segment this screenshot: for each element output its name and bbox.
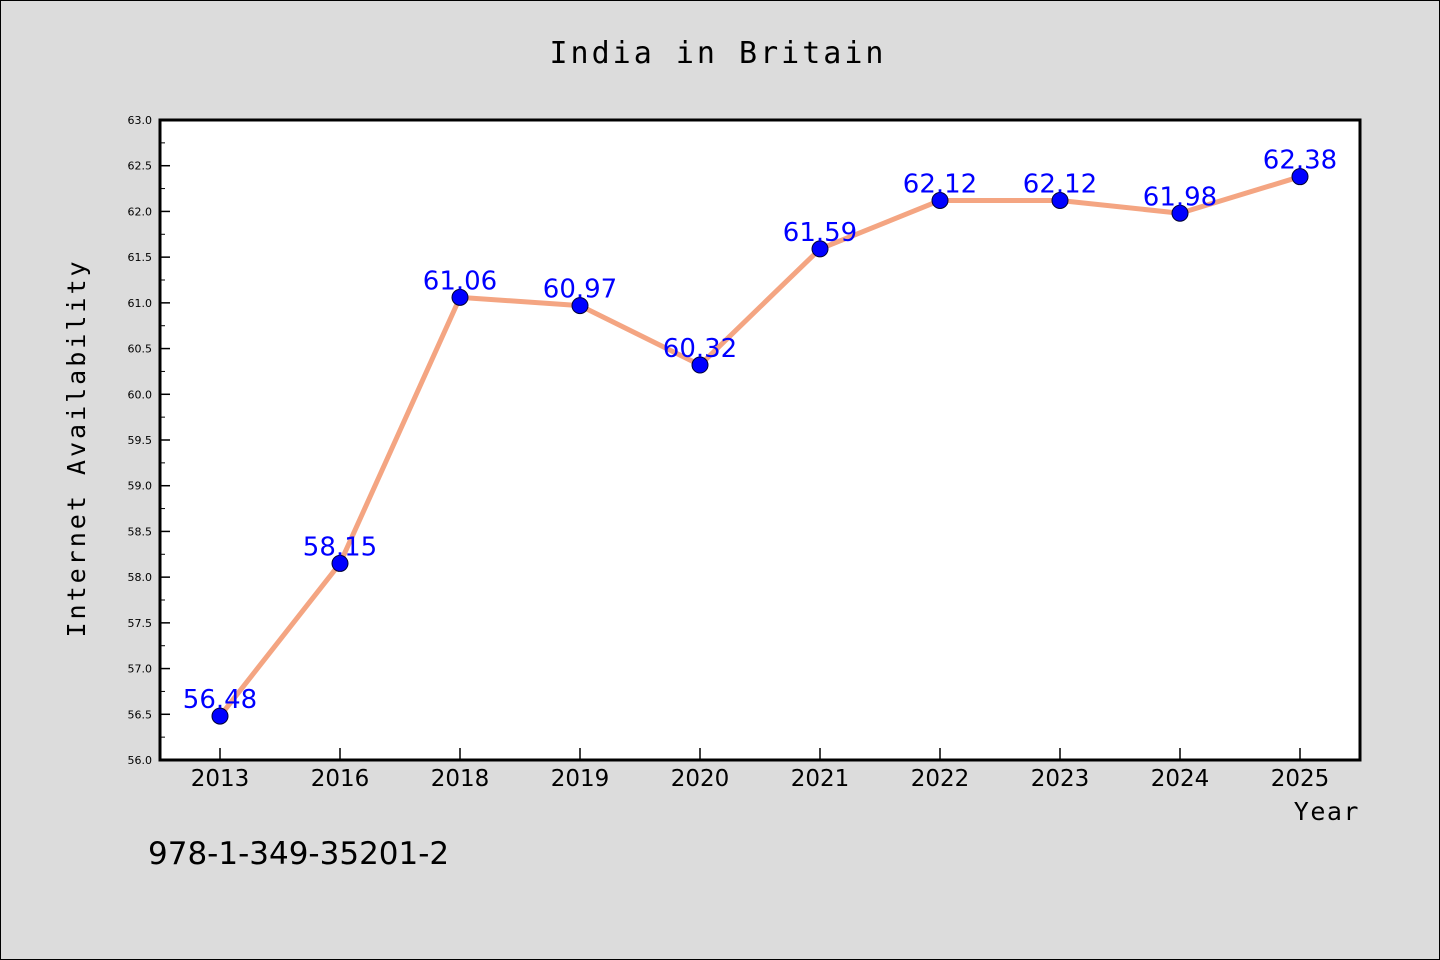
data-markers	[211, 168, 1309, 725]
y-tick-label: 61.0	[128, 297, 153, 310]
y-tick-label: 59.0	[128, 480, 153, 493]
x-axis: 2013 2016 2018 2019 2020 2021 2022 2023 2024 2025	[191, 748, 1330, 792]
y-tick-label: 57.5	[128, 617, 153, 630]
data-label: 62.38	[1263, 146, 1337, 176]
y-tick-label: 56.5	[128, 708, 153, 721]
x-tick-label: 2018	[431, 766, 490, 792]
x-tick-label: 2024	[1151, 766, 1210, 792]
y-tick-label: 59.5	[128, 434, 153, 447]
x-tick-label: 2021	[791, 766, 850, 792]
y-tick-label: 56.0	[128, 754, 153, 767]
chart-title: India in Britain	[550, 36, 887, 71]
x-tick-label: 2022	[911, 766, 970, 792]
data-label: 56.48	[183, 685, 257, 715]
y-tick-label: 63.0	[128, 114, 153, 127]
data-label: 60.32	[663, 334, 737, 364]
y-axis-label: Internet Availability	[62, 258, 91, 637]
x-tick-label: 2020	[671, 766, 730, 792]
data-label: 61.59	[783, 218, 857, 248]
isbn-annotation: 978-1-349-35201-2	[148, 836, 449, 872]
data-label: 61.98	[1143, 182, 1217, 212]
data-point	[1291, 168, 1309, 186]
y-axis: 56.0 56.5 57.0 57.5 58.0 58.5 59.0 59.5 60.0 60.5…	[128, 114, 170, 767]
data-point	[451, 288, 469, 306]
data-point	[1051, 191, 1069, 209]
x-tick-label: 2023	[1031, 766, 1090, 792]
y-tick-label: 57.0	[128, 663, 153, 676]
data-point	[211, 707, 229, 725]
data-labels: 56.48 58.15 61.06 60.97 60.32 61.59 62.12 62.12…	[183, 146, 1337, 715]
y-tick-label: 62.5	[128, 160, 153, 173]
y-tick-label: 60.0	[128, 388, 153, 401]
data-point	[571, 297, 589, 315]
data-point	[691, 356, 709, 374]
x-axis-label: Year	[1294, 797, 1360, 826]
y-tick-label: 62.0	[128, 205, 153, 218]
data-point	[931, 191, 949, 209]
data-label: 61.06	[423, 266, 497, 296]
y-tick-label: 58.0	[128, 571, 153, 584]
data-point	[331, 554, 349, 572]
x-tick-label: 2019	[551, 766, 610, 792]
data-label: 62.12	[1023, 169, 1097, 199]
x-tick-label: 2013	[191, 766, 250, 792]
y-tick-label: 61.5	[128, 251, 153, 264]
y-tick-label: 60.5	[128, 343, 153, 356]
x-tick-label: 2016	[311, 766, 370, 792]
data-point	[811, 240, 829, 258]
data-label: 62.12	[903, 169, 977, 199]
x-tick-label: 2025	[1271, 766, 1330, 792]
data-point	[1171, 204, 1189, 222]
series-line	[218, 174, 1301, 718]
data-label: 60.97	[543, 275, 617, 305]
plot-area	[158, 118, 1362, 762]
y-tick-label: 58.5	[128, 525, 153, 538]
data-label: 58.15	[303, 532, 377, 562]
